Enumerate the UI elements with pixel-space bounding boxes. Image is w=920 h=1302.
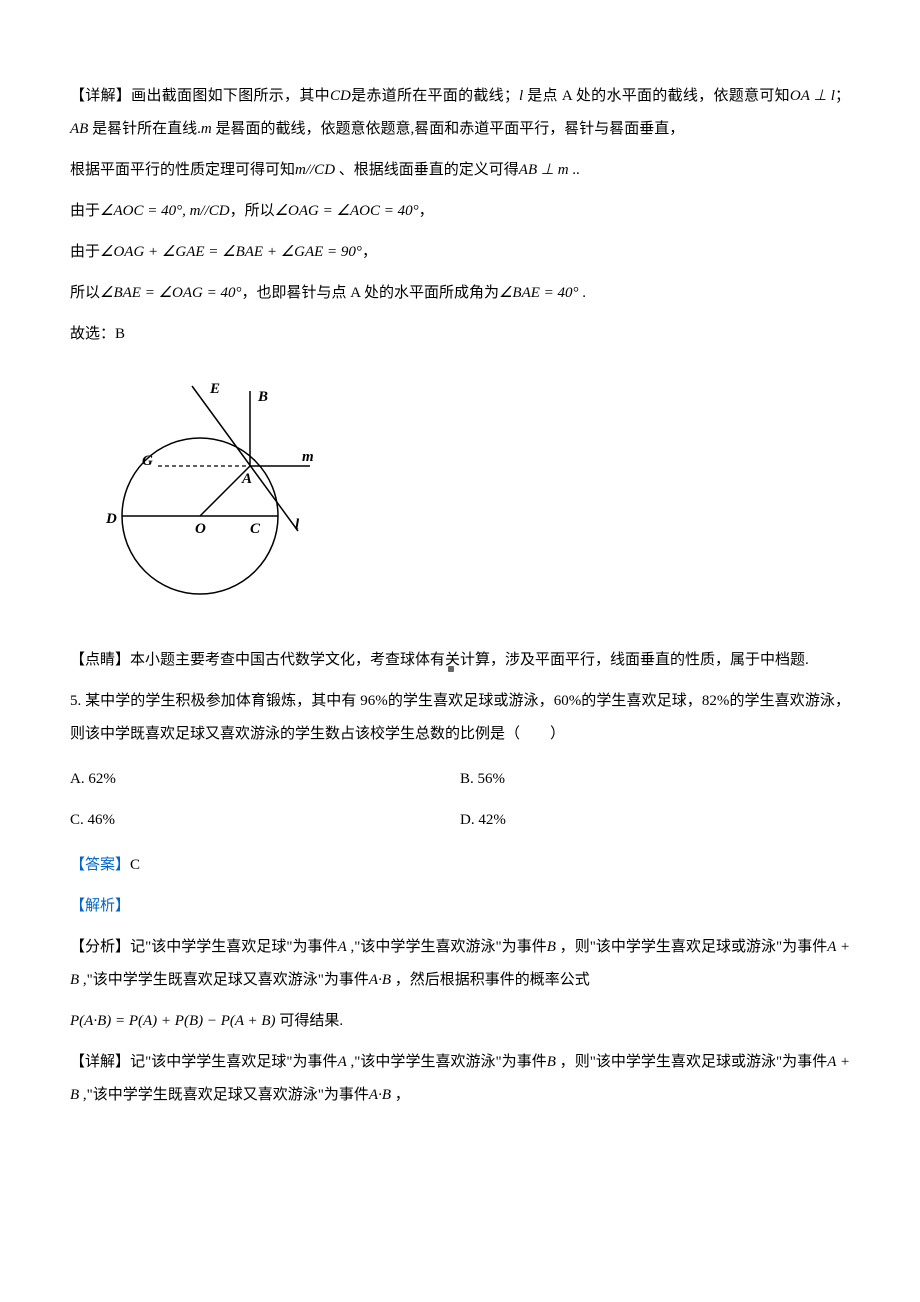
label-o: O [195, 521, 206, 537]
text: ，则"该中学学生喜欢足球或游泳"为事件 [556, 1054, 827, 1070]
label-b: B [257, 389, 268, 405]
dianjing-para: 【点睛】本小题主要考查中国古代数学文化，考查球体有关计算，涉及平面平行，线面垂直… [70, 644, 850, 677]
page-indicator-icon [448, 666, 454, 672]
text: 根据平面平行的性质定理可得可知 [70, 162, 295, 178]
option-d: D. 42% [460, 800, 850, 841]
math: AB ⊥ m [519, 162, 569, 178]
option-b: B. 56% [460, 759, 850, 800]
fenxi-para: 【分析】记"该中学学生喜欢足球"为事件A ,"该中学学生喜欢游泳"为事件B ，则… [70, 931, 850, 997]
options-container: A. 62% B. 56% C. 46% D. 42% [70, 759, 850, 841]
analysis-line: 【解析】 [70, 890, 850, 923]
text: ，所以 [230, 203, 275, 219]
option-c: C. 46% [70, 800, 460, 841]
text: ,"该中学学生既喜欢足球又喜欢游泳"为事件 [79, 1087, 369, 1103]
text: 由于 [70, 244, 100, 260]
analysis-label: 【解析】 [70, 898, 130, 914]
option-a: A. 62% [70, 759, 460, 800]
label-l: l [295, 517, 300, 533]
label-e: E [209, 381, 220, 397]
text: ,"该中学学生喜欢游泳"为事件 [347, 1054, 547, 1070]
math: m//CD [295, 162, 335, 178]
text: ，则"该中学学生喜欢足球或游泳"为事件 [556, 939, 827, 955]
text: ； [835, 88, 850, 104]
math: A·B [369, 972, 391, 988]
math: ∠BAE = 40° [499, 285, 579, 301]
answer-select: 故选：B [70, 318, 850, 351]
math: ∠BAE = ∠OAG = 40° [100, 285, 241, 301]
detail-para-5: 所以∠BAE = ∠OAG = 40°，也即晷针与点 A 处的水平面所成角为∠B… [70, 277, 850, 310]
math: OA ⊥ l [790, 88, 835, 104]
formula-para: P(A·B) = P(A) + P(B) − P(A + B) 可得结果. [70, 1005, 850, 1038]
text: 【详解】画出截面图如下图所示，其中 [70, 88, 330, 104]
text: ， [391, 1087, 410, 1103]
detail-para-3: 由于∠AOC = 40°, m//CD，所以∠OAG = ∠AOC = 40°， [70, 195, 850, 228]
text: 是赤道所在平面的截线； [351, 88, 519, 104]
text: 故选：B [70, 326, 125, 342]
geometry-diagram: E B G m A l D O C [80, 371, 850, 624]
math: B [547, 1054, 556, 1070]
math: AB [70, 121, 88, 137]
text: ,"该中学学生喜欢游泳"为事件 [347, 939, 547, 955]
text: ，也即晷针与点 A 处的水平面所成角为 [241, 285, 499, 301]
label-a: A [241, 471, 252, 487]
detail-para-4: 由于∠OAG + ∠GAE = ∠BAE + ∠GAE = 90°， [70, 236, 850, 269]
text: 、根据线面垂直的定义可得 [335, 162, 519, 178]
text: ，然后根据积事件的概率公式 [391, 972, 590, 988]
text: 由于 [70, 203, 100, 219]
text: 5. 某中学的学生积极参加体育锻炼，其中有 96%的学生喜欢足球或游泳，60%的… [70, 693, 850, 742]
text: 【点睛】本小题主要考查中国古代数学文化，考查球体有关计算，涉及平面平行，线面垂直… [70, 652, 809, 668]
text: 【分析】记"该中学学生喜欢足球"为事件 [70, 939, 338, 955]
answer-label: 【答案】 [70, 857, 130, 873]
math: A [338, 1054, 347, 1070]
text: ， [362, 244, 377, 260]
label-c: C [250, 521, 261, 537]
label-d: D [105, 511, 117, 527]
text: 是晷面的截线，依题意依题意,晷面和赤道平面平行，晷针与晷面垂直， [212, 121, 685, 137]
answer-value: C [130, 857, 140, 873]
text: . [579, 285, 587, 301]
text: 是晷针所在直线. [88, 121, 201, 137]
text: 可得结果. [276, 1013, 344, 1029]
text: ,"该中学学生既喜欢足球又喜欢游泳"为事件 [79, 972, 369, 988]
label-m: m [302, 449, 314, 465]
math: m [201, 121, 212, 137]
line-el [192, 386, 298, 531]
answer-line: 【答案】C [70, 849, 850, 882]
math: A·B [369, 1087, 391, 1103]
question-5: 5. 某中学的学生积极参加体育锻炼，其中有 96%的学生喜欢足球或游泳，60%的… [70, 685, 850, 751]
math: ∠AOC = 40°, m//CD [100, 203, 230, 219]
math: ∠OAG + ∠GAE = ∠BAE + ∠GAE = 90° [100, 244, 362, 260]
math: ∠OAG = ∠AOC = 40° [275, 203, 419, 219]
math: P(A·B) = P(A) + P(B) − P(A + B) [70, 1013, 276, 1029]
text: 是点 A 处的水平面的截线，依题意可知 [523, 88, 790, 104]
label-g: G [142, 453, 153, 469]
text: 【详解】记"该中学学生喜欢足球"为事件 [70, 1054, 338, 1070]
xiangjie-para: 【详解】记"该中学学生喜欢足球"为事件A ,"该中学学生喜欢游泳"为事件B ，则… [70, 1046, 850, 1112]
detail-para-1: 【详解】画出截面图如下图所示，其中CD是赤道所在平面的截线；l 是点 A 处的水… [70, 80, 850, 146]
detail-para-2: 根据平面平行的性质定理可得可知m//CD 、根据线面垂直的定义可得AB ⊥ m … [70, 154, 850, 187]
diagram-svg: E B G m A l D O C [80, 371, 340, 611]
text: 所以 [70, 285, 100, 301]
math: CD [330, 88, 351, 104]
text: ， [419, 203, 434, 219]
math: B [547, 939, 556, 955]
text: .. [569, 162, 580, 178]
math: A [338, 939, 347, 955]
